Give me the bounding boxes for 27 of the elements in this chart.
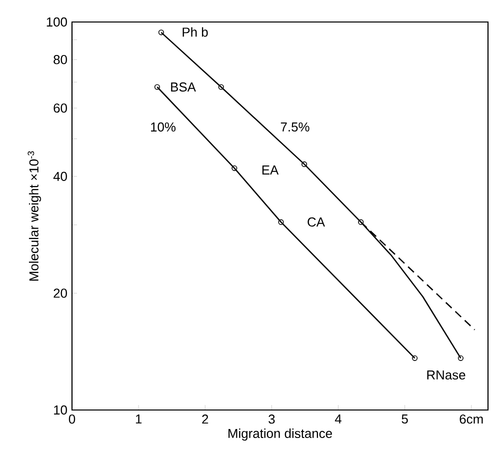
- point: [301, 161, 308, 168]
- y-tick-label: 80: [54, 55, 67, 64]
- y-tick-label: 100: [46, 17, 67, 27]
- point: [278, 219, 284, 225]
- annotation: 7.5%: [280, 122, 310, 132]
- x-tick-label: 4: [334, 414, 342, 424]
- y-tick-label: 60: [54, 103, 67, 113]
- y-tick-label: 20: [54, 288, 67, 298]
- x-tick-label: 0: [68, 414, 76, 424]
- x-tick-label: 3: [268, 414, 275, 424]
- x-tick-label: 6cm: [460, 414, 483, 424]
- point: [218, 84, 224, 90]
- x-tick-label: 5: [402, 414, 408, 424]
- annotation: RNase: [427, 370, 466, 380]
- y-tick-label: 40: [53, 172, 67, 181]
- point: [358, 219, 364, 225]
- y-tick-label: 10: [54, 405, 67, 415]
- x-tick-label: 1: [136, 414, 142, 424]
- y-axis-title: Molecular weight ×10$^{-3}$: [28, 151, 42, 281]
- point: [232, 165, 238, 171]
- x-tick-label: 2: [202, 414, 208, 424]
- annotation: 10%: [151, 122, 176, 132]
- annotation: EA: [262, 166, 279, 174]
- annotation: BSA: [171, 82, 196, 92]
- x-axis-title: Migration distance: [228, 428, 332, 441]
- annotation: CA: [308, 217, 325, 227]
- annotation: Ph b: [182, 27, 208, 37]
